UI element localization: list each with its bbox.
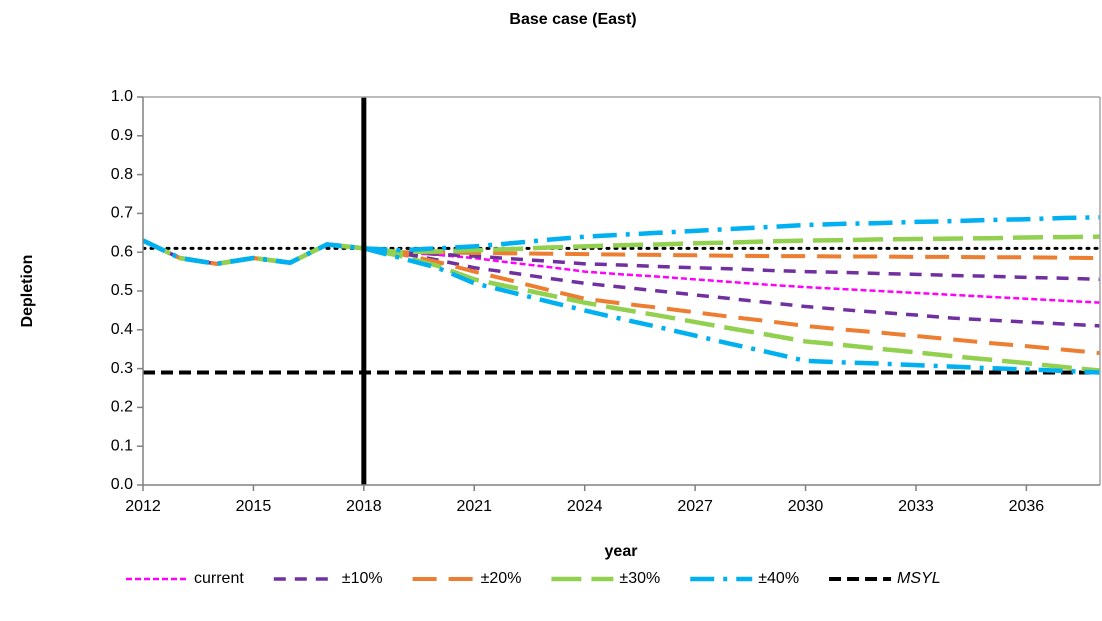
y-tick-label: 0.9 bbox=[111, 127, 133, 144]
y-tick-label: 0.2 bbox=[111, 399, 133, 416]
legend-label: ±20% bbox=[481, 570, 522, 587]
x-axis-label: year bbox=[605, 543, 638, 560]
x-tick-label: 2018 bbox=[346, 498, 382, 515]
series-line bbox=[143, 239, 1101, 304]
x-tick-label: 2015 bbox=[236, 498, 272, 515]
x-tick-label: 2033 bbox=[898, 498, 934, 515]
plot-area bbox=[143, 97, 1101, 485]
y-axis-label: Depletion bbox=[19, 255, 36, 328]
series-line bbox=[143, 238, 1101, 282]
y-tick-label: 0.0 bbox=[111, 476, 133, 493]
legend-label: ±40% bbox=[758, 570, 799, 587]
series-line bbox=[143, 238, 1101, 356]
x-tick-label: 2027 bbox=[677, 498, 713, 515]
x-tick-label: 2012 bbox=[125, 498, 161, 515]
legend-label: current bbox=[194, 570, 244, 587]
y-tick-label: 0.7 bbox=[111, 205, 133, 222]
y-tick-label: 0.6 bbox=[111, 243, 133, 260]
x-tick-label: 2030 bbox=[788, 498, 824, 515]
y-tick-label: 0.4 bbox=[111, 321, 133, 338]
x-tick-label: 2036 bbox=[1009, 498, 1045, 515]
legend-label: ±10% bbox=[342, 570, 383, 587]
x-tick-label: 2024 bbox=[567, 498, 603, 515]
y-tick-label: 0.3 bbox=[111, 360, 133, 377]
chart-title: Base case (East) bbox=[509, 11, 636, 28]
series-line bbox=[143, 234, 1101, 267]
y-tick-label: 0.8 bbox=[111, 166, 133, 183]
y-tick-label: 0.5 bbox=[111, 282, 133, 299]
legend-label: ±30% bbox=[619, 570, 660, 587]
y-tick-label: 0.1 bbox=[111, 437, 133, 454]
x-tick-label: 2021 bbox=[456, 498, 492, 515]
y-tick-label: 1.0 bbox=[111, 88, 133, 105]
series-line bbox=[143, 238, 1101, 328]
legend-label: MSYL bbox=[897, 570, 941, 587]
